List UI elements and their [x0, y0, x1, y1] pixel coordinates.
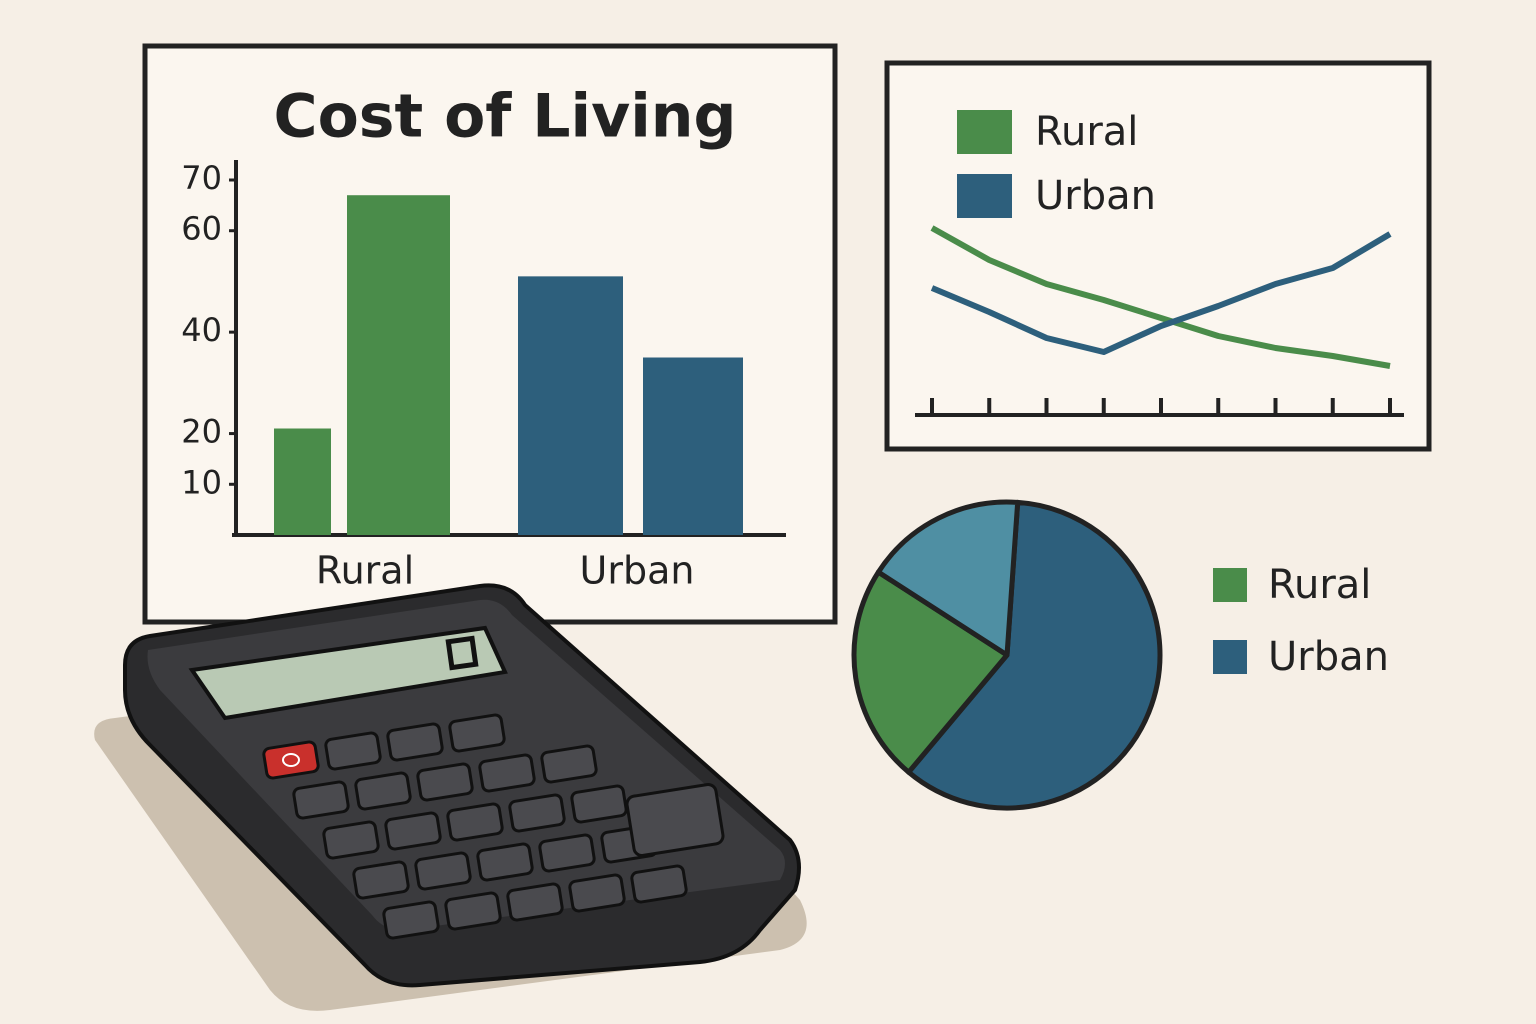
clear-key-ring [282, 753, 300, 767]
key [354, 771, 412, 811]
legend-label: Rural [1268, 562, 1371, 608]
key [444, 891, 502, 931]
key [384, 811, 442, 851]
key [476, 842, 534, 882]
y-tick-label: 70 [181, 159, 222, 197]
enter-key [625, 782, 725, 858]
calculator-display [188, 625, 508, 721]
y-tick-label: 60 [181, 210, 222, 248]
key [570, 784, 628, 824]
bar [274, 428, 331, 535]
y-tick-label: 10 [181, 463, 222, 501]
line-series [930, 225, 1391, 369]
bar [347, 195, 450, 535]
pie-slice [875, 499, 1021, 658]
pie-slice [851, 569, 1010, 775]
key [568, 873, 626, 913]
key [630, 864, 688, 904]
key [446, 802, 504, 842]
y-tick-label: 40 [181, 311, 222, 349]
key [506, 882, 564, 922]
calculator [94, 583, 807, 1011]
pie-slice [906, 499, 1163, 811]
bar [643, 357, 743, 535]
legend-swatch [957, 174, 1012, 218]
key [324, 731, 382, 771]
display-digit [445, 635, 479, 671]
key [414, 851, 472, 891]
x-tick-label: Urban [580, 549, 695, 593]
x-tick-label: Rural [316, 549, 414, 593]
key [292, 780, 350, 820]
key [448, 713, 506, 753]
legend-label: Rural [1035, 109, 1138, 155]
legend-label: Urban [1035, 173, 1156, 219]
key [538, 833, 596, 873]
line-series [930, 231, 1392, 355]
bar [518, 276, 623, 535]
key [540, 744, 598, 784]
key [322, 820, 380, 860]
y-tick-label: 20 [181, 413, 222, 451]
key [386, 722, 444, 762]
legend-swatch [1213, 640, 1247, 674]
legend-label: Urban [1268, 634, 1389, 680]
key [478, 753, 536, 793]
calculator-keys [262, 713, 725, 940]
clear-key [262, 740, 320, 780]
legend-swatch [957, 110, 1012, 154]
key [416, 762, 474, 802]
key [382, 900, 440, 940]
key [508, 793, 566, 833]
legend-swatch [1213, 568, 1247, 602]
chart-title: Cost of Living [274, 82, 737, 152]
key [352, 860, 410, 900]
